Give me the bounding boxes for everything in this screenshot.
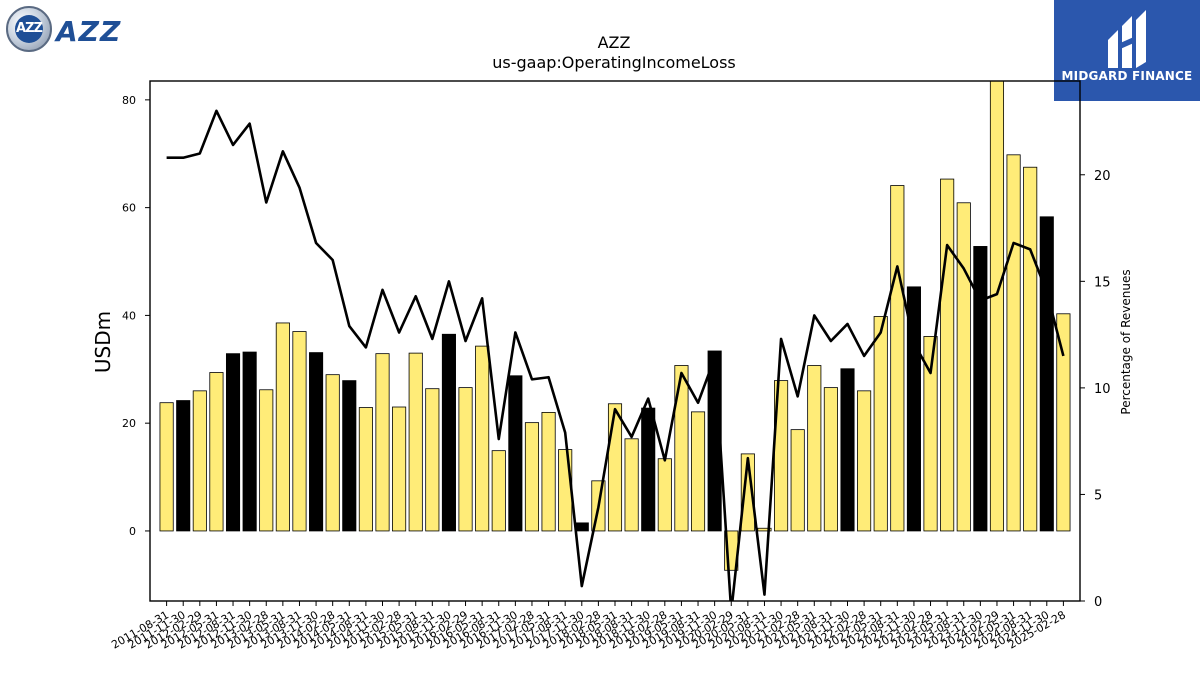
bar <box>890 185 905 532</box>
bar <box>790 429 805 532</box>
bar <box>989 81 1005 532</box>
midgard-finance-mark-icon <box>1108 10 1146 68</box>
bar <box>225 353 241 532</box>
bar <box>259 389 274 532</box>
y-tick-label: 20 <box>122 417 136 430</box>
bar <box>275 322 290 532</box>
bar <box>408 352 423 532</box>
bar <box>624 438 639 532</box>
bar <box>740 453 755 532</box>
bar <box>857 390 872 532</box>
y-tick-label: 80 <box>122 94 136 107</box>
bar <box>873 316 888 532</box>
bar <box>973 246 988 532</box>
azz-logo-badge: AZZ <box>15 15 43 43</box>
azz-logo-wordmark: AZZ <box>56 15 122 48</box>
bar <box>641 407 656 532</box>
bar <box>524 422 540 532</box>
bar <box>1056 313 1071 532</box>
plot-area <box>159 81 1071 601</box>
bar <box>1006 154 1021 532</box>
bar <box>342 380 357 532</box>
bar <box>541 411 556 532</box>
bar <box>176 400 191 532</box>
y-tick-label: 40 <box>122 309 136 322</box>
bar <box>574 522 589 532</box>
percentage-line <box>166 109 1065 601</box>
bar <box>508 375 523 532</box>
bar <box>657 458 672 532</box>
midgard-finance-wordmark: MIDGARD FINANCE <box>1061 69 1193 83</box>
bar <box>192 390 207 532</box>
y2-tick-label: 20 <box>1094 169 1111 184</box>
y2-tick-label: 5 <box>1094 488 1102 503</box>
bar <box>425 388 440 532</box>
y-axis-label: USDm <box>91 311 115 373</box>
bar <box>159 402 174 532</box>
bar <box>674 365 689 532</box>
azz-logo: AZZ AZZ <box>6 6 136 56</box>
bar <box>690 411 706 532</box>
y2-tick-label: 0 <box>1094 595 1102 610</box>
bar <box>392 406 407 532</box>
bar <box>1023 166 1038 532</box>
bar <box>475 345 490 532</box>
y-tick-label: 0 <box>129 525 136 538</box>
bar <box>823 387 838 532</box>
bar <box>923 336 938 532</box>
y2-tick-label: 15 <box>1094 275 1111 290</box>
midgard-finance-logo: MIDGARD FINANCE <box>1054 0 1200 101</box>
bar <box>309 352 324 532</box>
bar <box>292 331 307 532</box>
bar <box>558 449 573 532</box>
bar <box>1039 216 1054 532</box>
y2-tick-label: 10 <box>1094 382 1111 397</box>
chart-title: AZZ <box>598 33 631 52</box>
y2-axis-label: Percentage of Revenues <box>1119 269 1133 414</box>
bar <box>358 407 373 532</box>
bar <box>807 365 822 532</box>
bar <box>956 202 971 532</box>
azz-logo-emblem-icon: AZZ <box>6 6 52 52</box>
bar <box>375 353 390 532</box>
bar <box>840 368 855 532</box>
bar <box>209 372 224 532</box>
bar <box>325 374 340 532</box>
bar <box>607 403 623 532</box>
bar <box>458 387 473 532</box>
bar <box>491 450 506 532</box>
bar <box>242 351 257 532</box>
bar <box>441 333 456 532</box>
chart-subtitle: us-gaap:OperatingIncomeLoss <box>492 53 736 72</box>
y-tick-label: 60 <box>122 202 136 215</box>
bar <box>940 178 955 532</box>
